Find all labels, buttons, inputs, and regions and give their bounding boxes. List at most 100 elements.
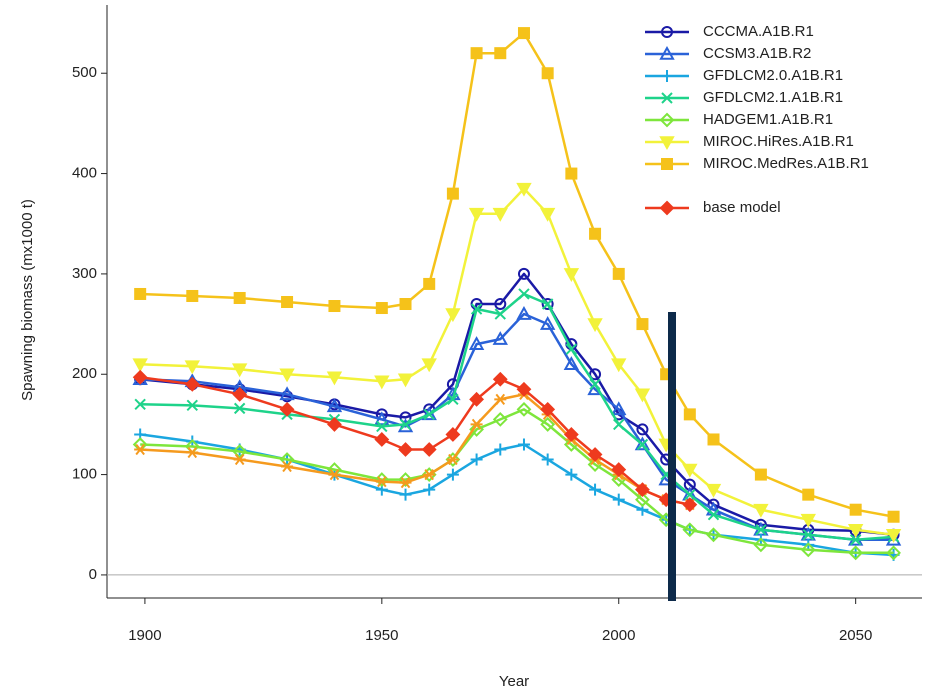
- marker: [231, 363, 248, 378]
- marker: [445, 308, 461, 323]
- marker: [706, 527, 721, 543]
- marker: [446, 468, 459, 481]
- marker: [233, 402, 246, 415]
- marker: [563, 427, 579, 442]
- marker: [470, 418, 483, 431]
- marker: [612, 267, 625, 280]
- marker: [539, 207, 556, 222]
- marker: [132, 358, 148, 373]
- marker: [469, 391, 485, 407]
- marker: [233, 453, 246, 466]
- marker: [847, 523, 864, 538]
- marker: [565, 468, 578, 481]
- marker: [587, 447, 603, 462]
- marker: [375, 475, 388, 488]
- marker: [885, 528, 902, 543]
- marker: [565, 343, 578, 355]
- marker: [516, 305, 532, 320]
- marker: [661, 26, 673, 38]
- marker: [682, 522, 698, 538]
- marker: [445, 452, 461, 467]
- marker: [541, 453, 554, 466]
- marker: [589, 483, 602, 496]
- y-tick-label: 300: [72, 265, 97, 282]
- vertical-marker: [668, 312, 676, 601]
- marker: [661, 70, 673, 82]
- marker: [375, 302, 388, 315]
- marker: [184, 376, 200, 392]
- marker: [563, 268, 580, 282]
- marker: [374, 432, 390, 447]
- marker: [612, 493, 625, 506]
- marker: [540, 417, 556, 432]
- x-tick-label: 2050: [839, 627, 872, 644]
- marker: [328, 300, 341, 313]
- marker: [468, 336, 485, 350]
- marker: [399, 298, 412, 311]
- marker: [494, 47, 507, 60]
- marker: [492, 207, 508, 222]
- marker: [589, 378, 601, 390]
- marker: [423, 408, 435, 421]
- marker: [683, 408, 696, 421]
- legend-label: GFDLCM2.0.A1B.R1: [703, 67, 843, 84]
- marker: [887, 510, 900, 523]
- legend-label: base model: [703, 199, 781, 216]
- marker: [399, 488, 412, 501]
- y-tick-label: 500: [72, 64, 97, 81]
- marker: [398, 472, 413, 488]
- series-line: [140, 292, 894, 542]
- marker: [423, 483, 436, 496]
- marker: [494, 298, 507, 311]
- marker: [802, 488, 815, 501]
- marker: [516, 401, 532, 417]
- marker: [753, 503, 769, 518]
- x-tick-label: 1900: [128, 627, 161, 644]
- marker: [684, 488, 696, 501]
- marker: [849, 534, 862, 546]
- y-axis-label: Spawning biomass (mx1000 t): [19, 199, 36, 401]
- marker: [494, 308, 506, 320]
- series-line: [140, 408, 894, 555]
- marker: [186, 446, 199, 459]
- marker: [541, 298, 554, 310]
- marker: [539, 316, 556, 330]
- legend-label: MIROC.HiRes.A1B.R1: [703, 133, 854, 150]
- marker: [635, 492, 650, 508]
- marker: [800, 513, 816, 528]
- marker: [636, 438, 649, 451]
- marker: [398, 442, 413, 457]
- legend-label: GFDLCM2.1.A1B.R1: [703, 89, 843, 106]
- marker: [494, 443, 507, 456]
- marker: [516, 182, 532, 197]
- marker: [634, 436, 651, 451]
- marker: [421, 358, 437, 373]
- marker: [446, 453, 459, 466]
- marker: [611, 401, 627, 416]
- y-tick-label: 0: [89, 566, 97, 583]
- marker: [376, 420, 388, 433]
- marker: [682, 497, 698, 513]
- marker: [186, 289, 199, 302]
- marker: [753, 537, 769, 553]
- x-tick-label: 2000: [602, 627, 635, 644]
- marker: [423, 277, 436, 290]
- marker: [492, 371, 508, 387]
- marker: [659, 112, 675, 128]
- marker: [399, 418, 412, 431]
- marker: [517, 438, 530, 451]
- marker: [707, 509, 720, 521]
- marker: [374, 411, 390, 426]
- marker: [281, 460, 294, 473]
- marker: [469, 422, 485, 437]
- marker: [754, 468, 767, 481]
- legend-label: CCCMA.A1B.R1: [703, 23, 814, 40]
- marker: [186, 399, 198, 412]
- marker: [445, 427, 461, 442]
- marker: [374, 375, 390, 390]
- marker: [517, 267, 530, 280]
- marker: [447, 393, 459, 406]
- marker: [470, 303, 483, 315]
- marker: [886, 545, 901, 561]
